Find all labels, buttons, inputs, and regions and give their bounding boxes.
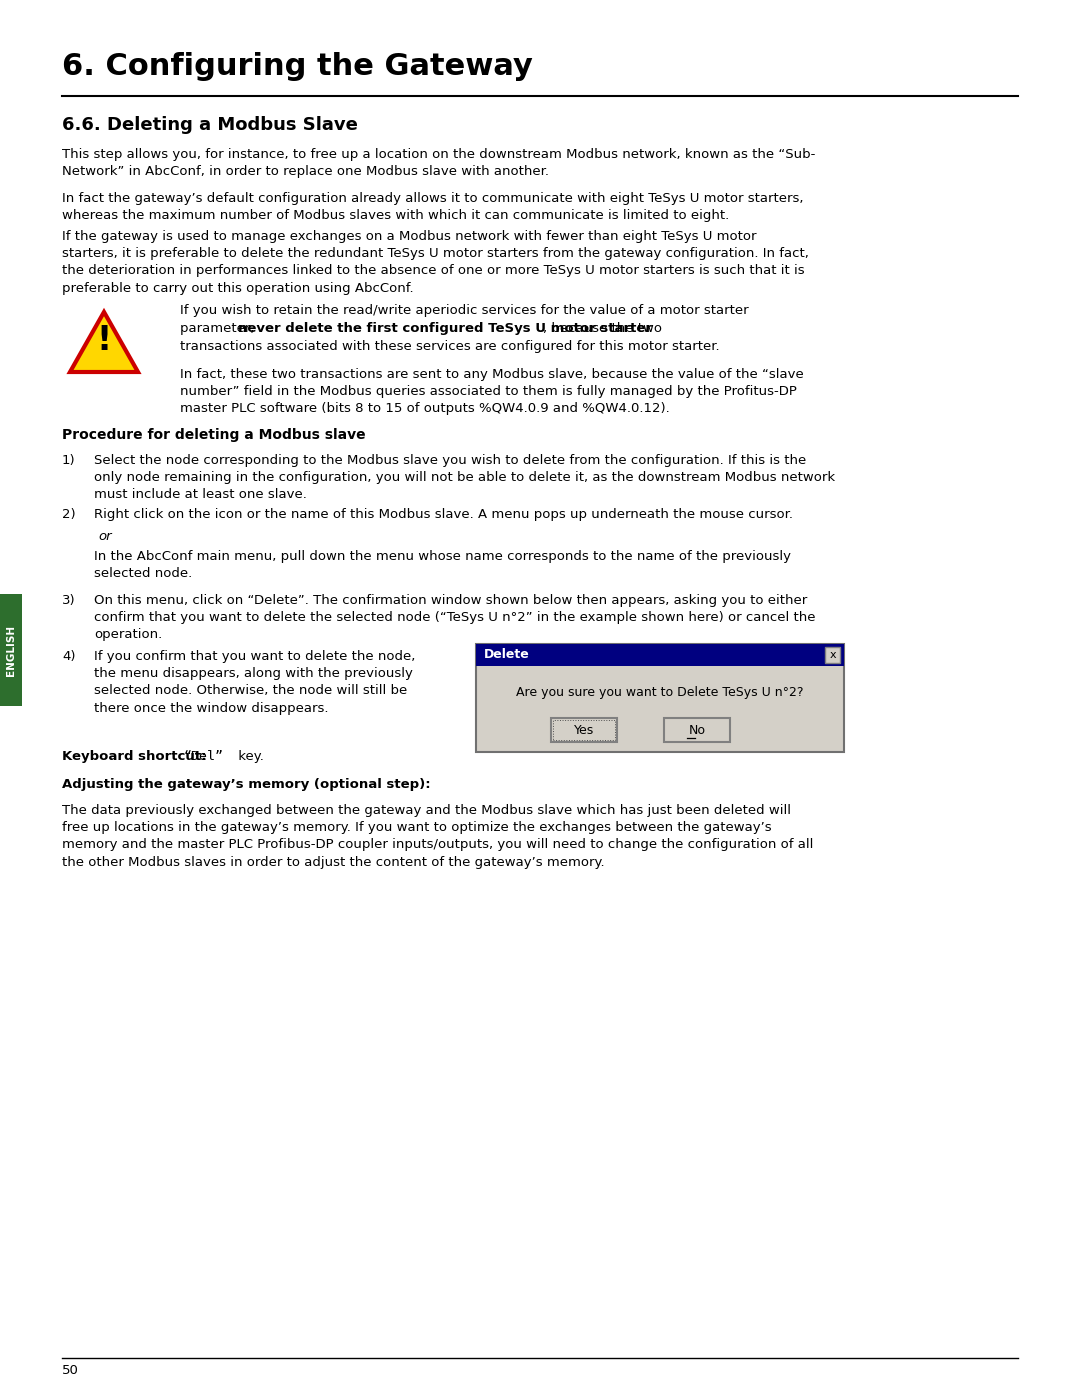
- Text: Yes: Yes: [573, 724, 594, 736]
- Text: In fact the gateway’s default configuration already allows it to communicate wit: In fact the gateway’s default configurat…: [62, 191, 804, 222]
- Text: 4): 4): [62, 650, 76, 664]
- Text: ENGLISH: ENGLISH: [6, 624, 16, 676]
- Text: Are you sure you want to Delete TeSys U n°2?: Are you sure you want to Delete TeSys U …: [516, 686, 804, 698]
- FancyBboxPatch shape: [476, 644, 843, 752]
- Text: or: or: [98, 529, 111, 543]
- Text: This step allows you, for instance, to free up a location on the downstream Modb: This step allows you, for instance, to f…: [62, 148, 815, 179]
- Text: Adjusting the gateway’s memory (optional step):: Adjusting the gateway’s memory (optional…: [62, 778, 431, 791]
- Polygon shape: [70, 312, 138, 372]
- Text: The data previously exchanged between the gateway and the Modbus slave which has: The data previously exchanged between th…: [62, 805, 813, 869]
- Text: never delete the first configured TeSys U motor starter: never delete the first configured TeSys …: [238, 321, 652, 335]
- Text: If the gateway is used to manage exchanges on a Modbus network with fewer than e: If the gateway is used to manage exchang…: [62, 231, 809, 295]
- Text: 1): 1): [62, 454, 76, 467]
- FancyBboxPatch shape: [825, 647, 840, 664]
- Text: Keyboard shortcut:: Keyboard shortcut:: [62, 750, 211, 763]
- Text: key.: key.: [234, 750, 264, 763]
- Text: In the AbcConf main menu, pull down the menu whose name corresponds to the name : In the AbcConf main menu, pull down the …: [94, 550, 791, 580]
- Text: Select the node corresponding to the Modbus slave you wish to delete from the co: Select the node corresponding to the Mod…: [94, 454, 835, 502]
- Text: 2): 2): [62, 509, 76, 521]
- Text: 50: 50: [62, 1363, 79, 1377]
- FancyBboxPatch shape: [0, 594, 22, 705]
- Text: “Del”: “Del”: [184, 750, 224, 763]
- Text: !: !: [96, 324, 111, 358]
- Text: transactions associated with these services are configured for this motor starte: transactions associated with these servi…: [180, 339, 719, 353]
- Text: Right click on the icon or the name of this Modbus slave. A menu pops up underne: Right click on the icon or the name of t…: [94, 509, 793, 521]
- FancyBboxPatch shape: [476, 644, 843, 666]
- FancyBboxPatch shape: [551, 718, 617, 742]
- Text: Procedure for deleting a Modbus slave: Procedure for deleting a Modbus slave: [62, 427, 366, 441]
- Text: In fact, these two transactions are sent to any Modbus slave, because the value : In fact, these two transactions are sent…: [180, 367, 804, 415]
- Text: 6.6. Deleting a Modbus Slave: 6.6. Deleting a Modbus Slave: [62, 116, 357, 134]
- Text: On this menu, click on “Delete”. The confirmation window shown below then appear: On this menu, click on “Delete”. The con…: [94, 594, 815, 641]
- Text: 6. Configuring the Gateway: 6. Configuring the Gateway: [62, 52, 532, 81]
- Text: x: x: [829, 650, 836, 659]
- FancyBboxPatch shape: [664, 718, 730, 742]
- Text: parameter,: parameter,: [180, 321, 259, 335]
- Text: 3): 3): [62, 594, 76, 608]
- Text: If you confirm that you want to delete the node,
the menu disappears, along with: If you confirm that you want to delete t…: [94, 650, 416, 715]
- Text: Delete: Delete: [484, 648, 530, 662]
- Text: No: No: [689, 724, 705, 736]
- Text: , because the two: , because the two: [543, 321, 662, 335]
- Text: If you wish to retain the read/write aperiodic services for the value of a motor: If you wish to retain the read/write ape…: [180, 305, 748, 317]
